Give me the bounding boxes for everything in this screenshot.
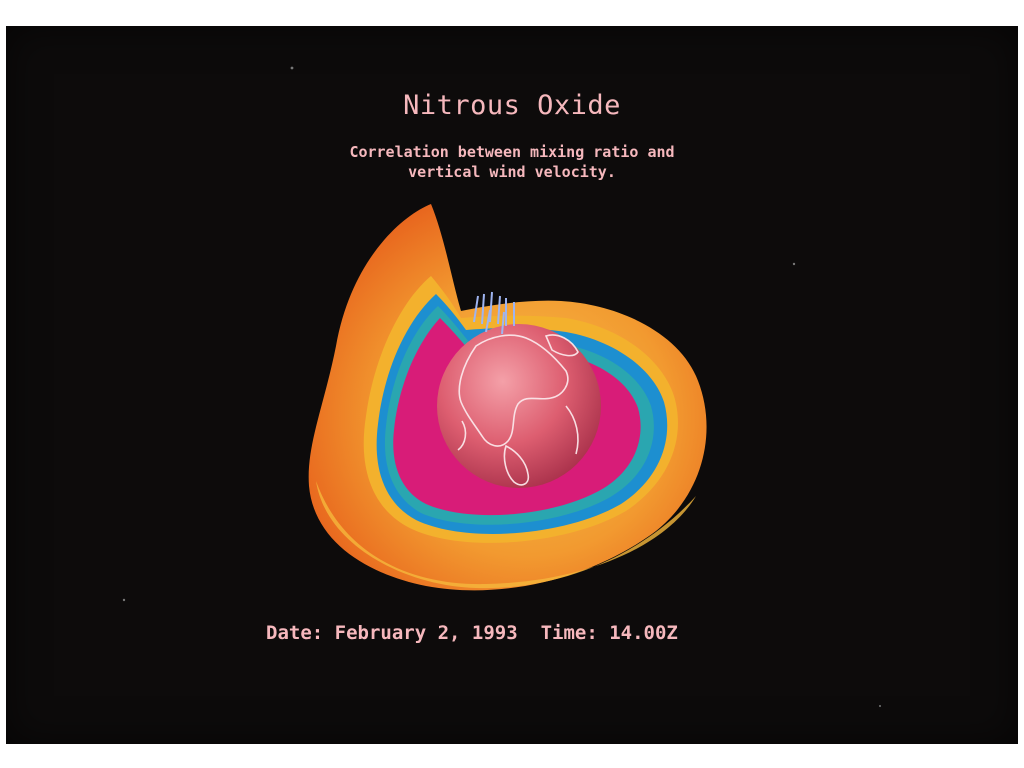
subtitle-line-2: vertical wind velocity. (408, 163, 616, 181)
date-time-caption: Date: February 2, 1993 Time: 14.00Z (266, 622, 678, 644)
date-label: Date: (266, 622, 324, 644)
wind-vectors (473, 291, 515, 335)
date-value: February 2, 1993 (334, 622, 518, 644)
photo-frame: Nitrous Oxide Correlation between mixing… (6, 26, 1018, 744)
subtitle-line-1: Correlation between mixing ratio and (349, 143, 675, 161)
atmosphere-visualization (122, 66, 881, 707)
page-title: Nitrous Oxide (403, 90, 621, 121)
time-value: 14.00Z (609, 622, 678, 644)
subtitle: Correlation between mixing ratio and ver… (6, 142, 1018, 182)
time-label: Time: (540, 622, 598, 644)
continent-outlines (457, 334, 579, 486)
